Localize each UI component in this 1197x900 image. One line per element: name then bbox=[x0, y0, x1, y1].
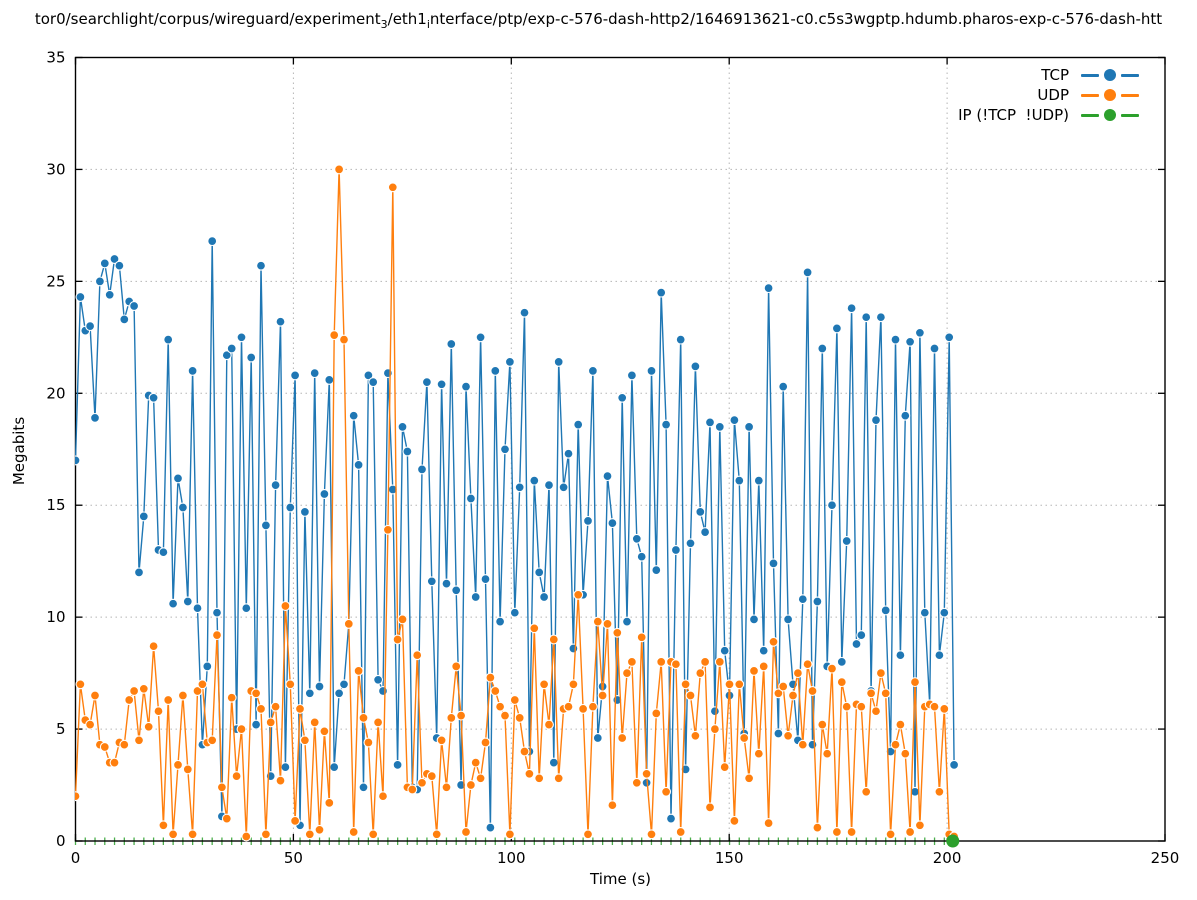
title-text-3: nterface/ptp/exp-c-576-dash-http2/164691… bbox=[429, 10, 1163, 28]
legend-row-udp: UDP bbox=[958, 85, 1139, 105]
ip-line-point-sample-icon bbox=[1081, 109, 1139, 121]
tcp-line-point-sample-icon bbox=[1081, 69, 1139, 81]
svg-text:250: 250 bbox=[1151, 849, 1180, 867]
legend-label-ip: IP (!TCP !UDP) bbox=[958, 106, 1069, 124]
legend: TCP UDP IP (!TCP !UDP) bbox=[958, 65, 1139, 125]
y-axis-label: Megabits bbox=[10, 416, 28, 486]
title-subscript-1: 3 bbox=[380, 18, 388, 31]
title-text-2: /eth1 bbox=[387, 10, 427, 28]
svg-text:25: 25 bbox=[46, 272, 65, 290]
chart-title: tor0/searchlight/corpus/wireguard/experi… bbox=[0, 10, 1197, 32]
title-text-1: tor0/searchlight/corpus/wireguard/experi… bbox=[34, 10, 381, 28]
svg-text:0: 0 bbox=[71, 849, 81, 867]
svg-text:0: 0 bbox=[56, 832, 66, 850]
legend-label-udp: UDP bbox=[1037, 86, 1069, 104]
legend-row-tcp: TCP bbox=[958, 65, 1139, 85]
legend-label-tcp: TCP bbox=[1041, 66, 1069, 84]
svg-text:50: 50 bbox=[284, 849, 303, 867]
svg-text:20: 20 bbox=[46, 384, 65, 402]
svg-text:100: 100 bbox=[497, 849, 526, 867]
legend-row-ip: IP (!TCP !UDP) bbox=[958, 105, 1139, 125]
svg-text:30: 30 bbox=[46, 160, 65, 178]
svg-text:150: 150 bbox=[715, 849, 744, 867]
svg-text:15: 15 bbox=[46, 496, 65, 514]
svg-text:200: 200 bbox=[933, 849, 962, 867]
svg-text:5: 5 bbox=[56, 720, 66, 738]
title-subscript-2: i bbox=[426, 18, 430, 31]
udp-line-point-sample-icon bbox=[1081, 89, 1139, 101]
svg-text:35: 35 bbox=[46, 49, 65, 67]
x-axis-label: Time (s) bbox=[590, 870, 651, 888]
svg-text:10: 10 bbox=[46, 608, 65, 626]
